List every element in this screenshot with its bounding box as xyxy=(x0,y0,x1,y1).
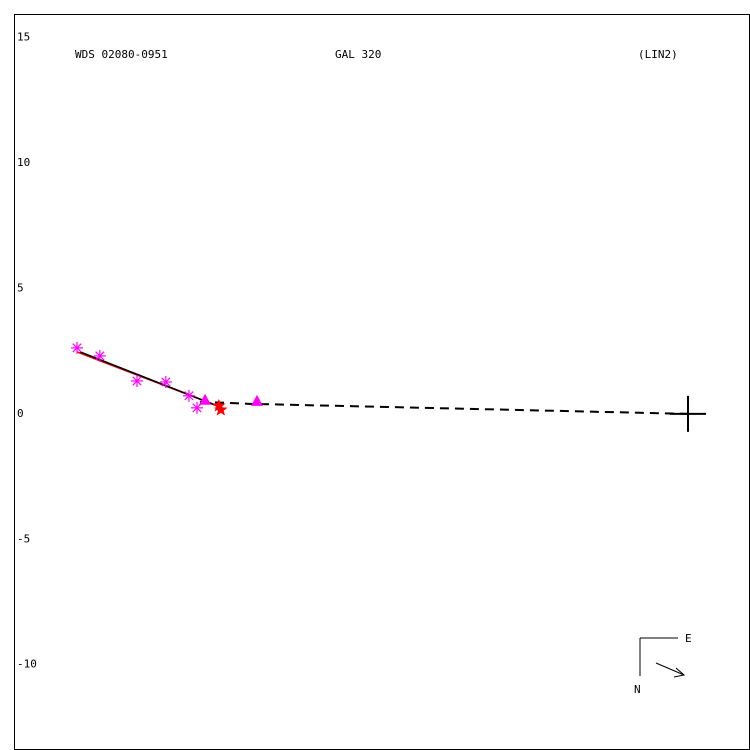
triangle-shape xyxy=(250,394,263,406)
compass-label: N xyxy=(634,683,641,696)
asterisk-marker xyxy=(131,374,144,387)
annotation: (LIN2) xyxy=(638,48,678,61)
y-tick-label: 15 xyxy=(17,31,30,44)
asterisk-stroke xyxy=(72,343,82,353)
y-tick-label: 0 xyxy=(17,407,24,420)
asterisk-marker xyxy=(182,389,195,402)
triangle-marker xyxy=(199,393,212,405)
star-shape xyxy=(214,402,228,416)
cross-marker xyxy=(669,395,706,432)
triangle-marker xyxy=(250,394,263,406)
asterisk-marker xyxy=(190,401,203,414)
asterisk-marker xyxy=(93,349,106,362)
asterisk-stroke xyxy=(161,377,171,387)
fit-line xyxy=(79,351,221,408)
dashed-line xyxy=(199,400,689,415)
motion-arrow xyxy=(655,662,685,676)
annotation: GAL 320 xyxy=(335,48,381,61)
triangle-shape xyxy=(199,393,212,405)
star-marker xyxy=(214,402,228,416)
asterisk-stroke xyxy=(95,351,105,361)
motion-arrow-head xyxy=(673,667,686,678)
compass-label: E xyxy=(685,632,692,645)
y-tick-label: -10 xyxy=(17,658,37,671)
asterisk-stroke xyxy=(192,403,202,413)
asterisk-marker xyxy=(71,341,84,354)
star-marker xyxy=(212,398,226,412)
asterisk-stroke xyxy=(184,391,194,401)
y-tick-label: 5 xyxy=(17,281,24,294)
asterisk-stroke xyxy=(132,376,142,386)
y-tick-label: -5 xyxy=(17,532,30,545)
plot-frame xyxy=(14,14,750,750)
compass: E N xyxy=(634,632,692,696)
star-shape xyxy=(212,398,226,412)
annotation: WDS 02080-0951 xyxy=(75,48,168,61)
y-tick-label: 10 xyxy=(17,156,30,169)
asterisk-marker xyxy=(159,376,172,388)
